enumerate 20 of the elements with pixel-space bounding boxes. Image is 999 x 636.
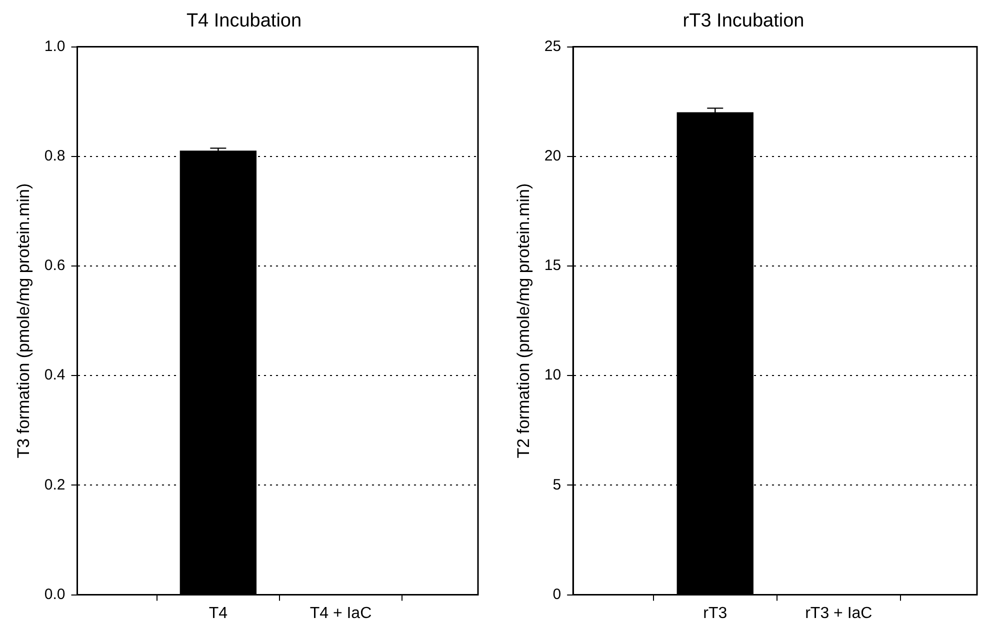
y-tick-label: 15 <box>544 257 562 274</box>
y-tick-label: 0.2 <box>44 476 66 494</box>
x-tick-label: rT3 <box>703 604 728 622</box>
y-tick-label: 20 <box>544 148 562 165</box>
y-tick-label: 0.6 <box>44 257 66 274</box>
y-tick-label: 5 <box>552 476 562 494</box>
y-tick-label: 0 <box>552 586 562 603</box>
y-tick-label: 0.4 <box>44 366 66 384</box>
y-tick-label: 0.8 <box>44 148 66 165</box>
y-tick-label: 0.0 <box>44 586 66 603</box>
x-tick-label: rT3 + IaC <box>805 604 872 622</box>
y-axis-title: T3 formation (pmole/mg protein.min) <box>14 183 33 458</box>
y-tick-label: 1.0 <box>44 38 66 55</box>
y-tick-label: 25 <box>544 38 562 55</box>
x-tick-label: T4 + IaC <box>310 604 372 622</box>
chart-title: T4 Incubation <box>186 10 302 32</box>
x-tick-label: T4 <box>208 604 228 622</box>
chart-title: rT3 Incubation <box>682 10 804 32</box>
y-tick-label: 10 <box>544 366 562 384</box>
y-axis-title: T2 formation (pmole/mg protein.min) <box>514 183 533 458</box>
